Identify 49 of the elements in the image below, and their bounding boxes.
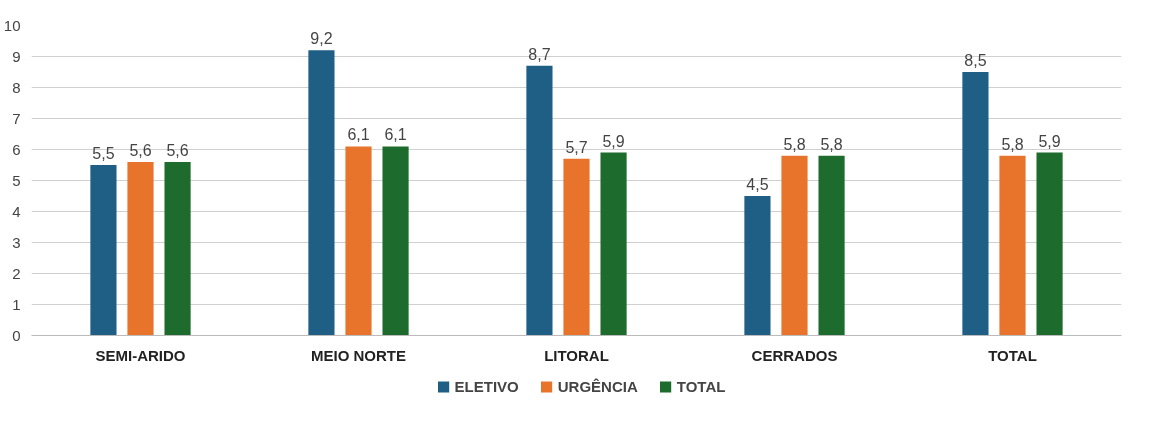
legend-label: TOTAL <box>676 377 726 395</box>
y-tick-label: 6 <box>12 140 21 158</box>
data-label: 5,9 <box>602 132 625 150</box>
legend-label: URGÊNCIA <box>557 377 638 395</box>
data-label: 8,7 <box>528 45 551 63</box>
data-label: 8,5 <box>964 52 987 69</box>
y-tick-label: 3 <box>12 233 21 251</box>
bar <box>308 50 335 336</box>
y-tick-label: 4 <box>12 202 21 220</box>
bar <box>999 155 1026 336</box>
x-tick-label: SEMI-ARIDO <box>95 346 186 364</box>
bar <box>526 65 553 336</box>
legend-label: ELETIVO <box>454 377 519 395</box>
y-tick-label: 10 <box>3 16 21 34</box>
bar <box>563 158 590 336</box>
bar <box>164 161 191 336</box>
data-label: 5,5 <box>92 145 115 162</box>
data-label: 5,6 <box>166 141 189 159</box>
y-tick-label: 8 <box>12 78 21 96</box>
y-tick-label: 2 <box>12 264 21 282</box>
x-tick-label: MEIO NORTE <box>311 346 407 364</box>
y-tick-label: 1 <box>12 295 21 313</box>
data-label: 5,8 <box>1001 135 1024 153</box>
bar <box>345 146 372 336</box>
y-tick-label: 0 <box>12 326 21 344</box>
y-tick-label: 9 <box>12 47 21 65</box>
data-label: 4,5 <box>746 176 769 193</box>
data-label: 5,6 <box>129 141 152 159</box>
data-label: 5,7 <box>565 138 588 156</box>
data-label: 5,8 <box>820 135 843 153</box>
bar <box>1036 152 1063 336</box>
bar <box>382 146 409 336</box>
data-label: 5,9 <box>1038 132 1061 150</box>
x-tick-label: CERRADOS <box>751 346 838 364</box>
bar <box>818 155 845 336</box>
bar <box>127 161 154 336</box>
bar <box>744 196 771 336</box>
bar <box>962 72 989 336</box>
data-label: 5,8 <box>783 135 806 153</box>
bar <box>90 165 117 336</box>
bar <box>600 152 627 336</box>
bar <box>781 155 808 336</box>
data-label: 6,1 <box>347 126 370 144</box>
data-label: 6,1 <box>384 126 407 144</box>
x-tick-label: TOTAL <box>988 346 1037 364</box>
data-label: 9,2 <box>310 30 333 48</box>
y-tick-label: 5 <box>12 171 21 189</box>
y-tick-label: 7 <box>12 109 21 127</box>
x-tick-label: LITORAL <box>544 346 609 364</box>
